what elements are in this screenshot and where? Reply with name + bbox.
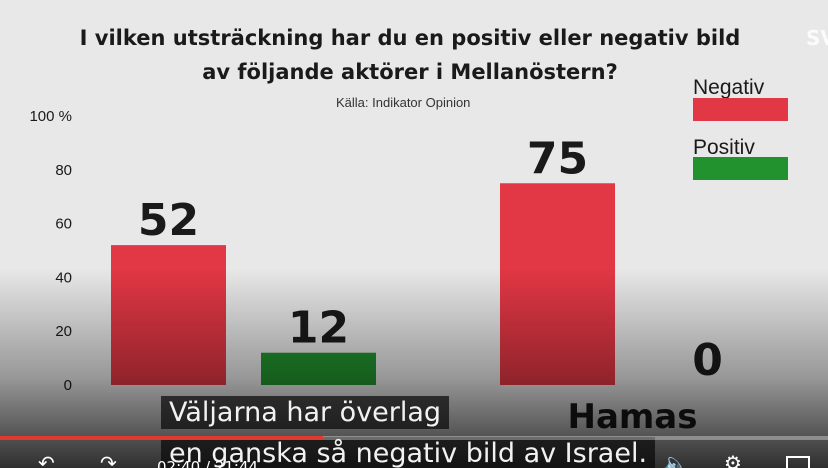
y-tick-label: 100 % [29, 108, 72, 125]
data-label-positiv-0: 12 [288, 303, 349, 354]
subtitle-line-2: en ganska så negativ bild av Israel. [161, 437, 656, 468]
chart-source: Källa: Indikator Opinion [336, 95, 471, 110]
progress-fill [0, 436, 323, 440]
data-label-negativ-0: 52 [138, 195, 199, 246]
time-display: 02:40 / 21:44 [157, 458, 259, 468]
chart-title-line-1: I vilken utsträckning har du en positiv … [79, 26, 741, 50]
y-tick-label: 60 [55, 216, 72, 233]
subtitle-line-1: Väljarna har överlag [161, 396, 450, 429]
subtitles-icon[interactable] [786, 456, 810, 468]
bar-negativ-0 [111, 245, 226, 385]
y-tick-label: 0 [64, 377, 72, 394]
volume-icon[interactable]: 🔈 [663, 451, 688, 468]
bar-negativ-1 [500, 183, 615, 385]
legend-swatch-positiv [693, 157, 788, 180]
category-label-1: Hamas [567, 397, 697, 437]
data-label-positiv-1: 0 [692, 335, 723, 386]
rewind-icon[interactable]: ↶ [38, 451, 55, 468]
legend-swatch-negativ [693, 98, 788, 121]
y-tick-label: 80 [55, 162, 72, 179]
y-tick-label: 20 [55, 323, 72, 340]
channel-logo: SV [806, 26, 828, 50]
legend-label-negativ: Negativ [693, 76, 765, 99]
settings-icon[interactable]: ⚙ [724, 451, 742, 468]
forward-icon[interactable]: ↷ [100, 451, 117, 468]
y-tick-label: 40 [55, 269, 72, 286]
chart-title-line-2: av följande aktörer i Mellanöstern? [202, 60, 618, 84]
bar-positiv-0 [261, 352, 376, 385]
progress-bar[interactable] [0, 436, 828, 440]
legend-label-positiv: Positiv [693, 136, 755, 159]
data-label-negativ-1: 75 [527, 133, 588, 184]
